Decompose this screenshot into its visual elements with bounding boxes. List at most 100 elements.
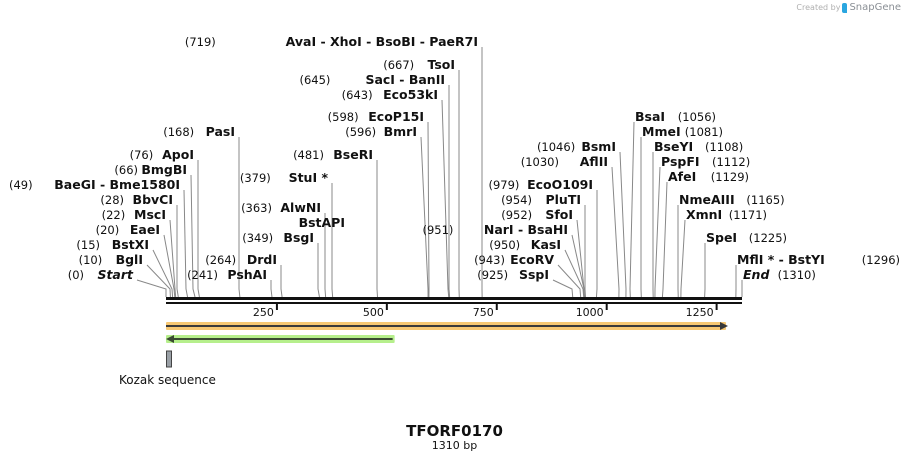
cut-site-pshai[interactable]: PshAI (241) — [187, 267, 267, 282]
cut-position: (49) — [9, 178, 33, 192]
cut-site-ecop15i[interactable]: EcoP15I (598) — [328, 109, 424, 124]
cut-site-bseyi[interactable]: BseYI (1108) — [654, 139, 743, 154]
cut-site-leader — [576, 219, 586, 298]
enzyme-name: NmeAIII — [679, 192, 735, 207]
enzyme-name: Eco53kI — [383, 87, 438, 102]
cut-site-tsoi[interactable]: TsoI (667) — [383, 57, 455, 72]
cut-position: (1129) — [711, 170, 749, 184]
cut-site-msci[interactable]: MscI (22) — [102, 207, 166, 222]
cut-site-end[interactable]: End (1310) — [743, 267, 816, 282]
enzyme-name: BmrI — [384, 124, 417, 139]
cut-site-leader — [661, 181, 668, 298]
cut-position: (28) — [100, 193, 124, 207]
cut-site-mfli-bstyi[interactable]: MflI * - BstYI (1296) — [737, 252, 900, 267]
enzyme-name: BseRI — [333, 147, 373, 162]
cut-site-baegi-bme1580i[interactable]: BaeGI - Bme1580I (49) — [9, 177, 180, 192]
cut-site-nmeaiii[interactable]: NmeAIII (1165) — [679, 192, 785, 207]
cut-site-apoi[interactable]: ApoI (76) — [130, 147, 194, 162]
cut-site-leader — [557, 264, 582, 298]
cut-site-bsmi[interactable]: BsmI (1046) — [537, 139, 616, 154]
ruler-tick-label: 750 — [473, 306, 494, 319]
cut-site-stui[interactable]: StuI * (379) — [240, 170, 329, 185]
cut-site-avai-xhoi-bsobi-paer7i[interactable]: AvaI - XhoI - BsoBI - PaeR7I (719) — [185, 34, 478, 49]
cut-site-bgli[interactable]: BglI (10) — [79, 252, 143, 267]
enzyme-name: BsmI — [581, 139, 616, 154]
cut-site-spei[interactable]: SpeI (1225) — [706, 230, 787, 245]
cut-site-leader — [163, 234, 176, 298]
cut-site-sspi[interactable]: SspI (925) — [477, 267, 549, 282]
cut-site-bmri[interactable]: BmrI (596) — [345, 124, 417, 139]
kozak-sequence-feature[interactable] — [166, 350, 172, 368]
cut-position: (598) — [328, 110, 359, 124]
cut-site-leader — [190, 174, 196, 298]
cut-site-leader — [169, 219, 177, 298]
cut-site-eaei[interactable]: EaeI (20) — [96, 222, 160, 237]
ruler-tick-label: 500 — [363, 306, 384, 319]
cut-site-leader — [176, 205, 179, 298]
cut-position: (1030) — [521, 155, 559, 169]
cut-position: (22) — [102, 208, 126, 222]
cut-site-aflii[interactable]: AflII (1030) — [521, 154, 608, 169]
ruler-tick-label: 1250 — [686, 306, 714, 319]
enzyme-name: BsgI — [283, 230, 314, 245]
cut-site-leader — [420, 136, 429, 298]
cut-position: (481) — [293, 148, 324, 162]
sequence-backbone — [166, 297, 742, 304]
enzyme-name: EcoRV — [510, 252, 554, 267]
ruler-tick-label: 1000 — [576, 306, 604, 319]
cut-site-nari-bsahi[interactable]: NarI - BsaHI (951) — [422, 222, 568, 237]
cut-site-bstxi[interactable]: BstXI (15) — [76, 237, 149, 252]
cut-site-bmgbi[interactable]: BmgBI(66) — [114, 162, 187, 177]
cut-site-eco53ki[interactable]: Eco53kI (643) — [342, 87, 438, 102]
cut-position: (952) — [501, 208, 532, 222]
enzyme-name: PasI — [206, 124, 235, 139]
cut-site-bsai[interactable]: BsaI (1056) — [635, 109, 716, 124]
kozak-sequence-label[interactable]: Kozak sequence — [119, 373, 216, 387]
cut-position: (667) — [383, 58, 414, 72]
cut-site-pasi[interactable]: PasI (168) — [163, 124, 235, 139]
cut-position: (1081) — [685, 125, 723, 139]
enzyme-name: EcoP15I — [368, 109, 424, 124]
enzyme-name: BglI — [116, 252, 143, 267]
cut-site-drdi[interactable]: DrdI (264) — [205, 252, 277, 267]
enzyme-name: End — [743, 267, 770, 282]
cut-site-leader — [317, 243, 320, 298]
enzyme-name: AlwNI — [280, 200, 321, 215]
cut-position: (1171) — [729, 208, 767, 222]
cut-site-leader — [146, 264, 171, 298]
cut-site-saci-banii[interactable]: SacI - BanII (645) — [299, 72, 445, 87]
ruler-tick — [495, 304, 498, 310]
cut-site-ecorv[interactable]: EcoRV (943) — [474, 252, 554, 267]
cut-site-alwni[interactable]: AlwNI (363) BstAPI — [241, 200, 345, 230]
cut-site-xmni[interactable]: XmnI (1171) — [686, 207, 767, 222]
cut-site-leader — [564, 249, 585, 298]
cut-site-pluti[interactable]: PluTI (954) — [501, 192, 581, 207]
primer-reverse-arrow-icon — [166, 335, 174, 343]
enzyme-name: PluTI — [545, 192, 581, 207]
enzyme-name: ApoI — [162, 147, 194, 162]
cut-site-bsgi[interactable]: BsgI (349) — [242, 230, 314, 245]
cut-site-kasi[interactable]: KasI (950) — [489, 237, 561, 252]
cut-position: (363) — [241, 201, 272, 215]
cut-site-start[interactable]: Start (0) — [68, 267, 134, 282]
enzyme-name: AvaI - XhoI - BsoBI - PaeR7I — [286, 34, 478, 49]
enzyme-name: BaeGI - Bme1580I — [54, 177, 180, 192]
cut-site-ecoo109i[interactable]: EcoO109I (979) — [488, 177, 593, 192]
cut-site-pspfi[interactable]: PspFI (1112) — [661, 154, 750, 169]
cut-position: (925) — [477, 268, 508, 282]
cut-site-sfoi[interactable]: SfoI (952) — [501, 207, 573, 222]
cut-site-bseri[interactable]: BseRI (481) — [293, 147, 373, 162]
cut-position: (0) — [68, 268, 84, 282]
ruler-tick — [385, 304, 388, 310]
cut-position: (349) — [242, 231, 273, 245]
cut-position: (1112) — [712, 155, 750, 169]
cut-position: (1056) — [678, 110, 716, 124]
enzyme-name: SfoI — [545, 207, 573, 222]
cut-position: (1046) — [537, 140, 575, 154]
cut-site-afei[interactable]: AfeI (1129) — [668, 169, 749, 184]
cut-position: (951) — [422, 223, 453, 237]
cut-site-leader — [197, 160, 200, 298]
cut-site-bbvci[interactable]: BbvCI (28) — [100, 192, 173, 207]
enzyme-name: AflII — [580, 154, 608, 169]
cut-site-mmei[interactable]: MmeI (1081) — [642, 124, 723, 139]
